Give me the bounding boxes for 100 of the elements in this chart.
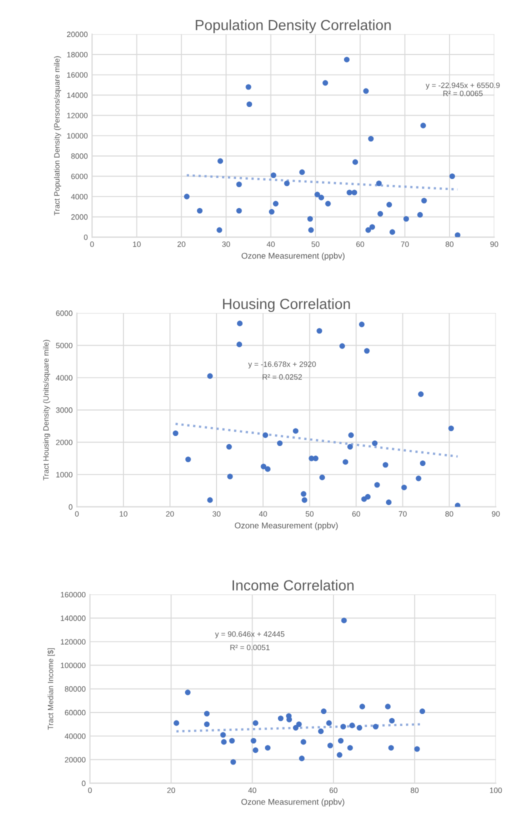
- point: [268, 209, 274, 215]
- x-axis-title: Ozone Measurement (ppbv): [241, 798, 344, 806]
- point: [184, 690, 191, 696]
- point: [207, 373, 213, 379]
- point: [292, 725, 298, 731]
- point: [340, 724, 346, 730]
- point: [336, 752, 342, 758]
- point: [320, 708, 327, 714]
- point: [372, 440, 378, 446]
- point: [227, 474, 233, 480]
- point: [250, 738, 256, 744]
- x-axis-title: Ozone Measurement (ppbv): [242, 252, 345, 260]
- point: [318, 194, 324, 200]
- point: [352, 190, 358, 196]
- point: [296, 721, 302, 728]
- point: [236, 182, 242, 188]
- point: [374, 482, 380, 488]
- point: [300, 491, 306, 497]
- point: [325, 200, 331, 206]
- point: [352, 159, 358, 165]
- point: [417, 212, 423, 218]
- point: [185, 456, 191, 462]
- point: [358, 322, 365, 328]
- point: [421, 198, 427, 204]
- point: [264, 745, 270, 751]
- point: [318, 728, 324, 734]
- point: [204, 710, 210, 716]
- point: [360, 704, 366, 710]
- point: [356, 725, 362, 731]
- point: [322, 80, 328, 86]
- point: [420, 460, 426, 466]
- point: [454, 502, 460, 507]
- point: [390, 229, 396, 235]
- point: [449, 173, 456, 180]
- point: [382, 462, 388, 468]
- point: [376, 180, 382, 186]
- chart-title: Housing Correlation: [223, 298, 350, 312]
- point: [348, 432, 354, 438]
- point: [369, 224, 376, 230]
- point: [284, 180, 290, 186]
- x-axis-title: Ozone Measurement (ppbv): [234, 522, 338, 530]
- chart-title: Population Density Correlation: [196, 20, 391, 34]
- point: [349, 722, 355, 728]
- point: [196, 208, 203, 214]
- point: [272, 200, 278, 206]
- point: [221, 739, 227, 745]
- point: [278, 716, 284, 722]
- point: [252, 747, 258, 753]
- point: [237, 320, 243, 326]
- point: [347, 745, 353, 751]
- point: [319, 474, 325, 480]
- point: [292, 428, 298, 434]
- point: [386, 500, 392, 506]
- point: [326, 720, 332, 726]
- point: [420, 122, 426, 128]
- point: [363, 88, 369, 94]
- point: [386, 202, 392, 208]
- point: [347, 444, 353, 450]
- point: [401, 484, 407, 490]
- point: [418, 391, 424, 397]
- point: [338, 738, 344, 744]
- point: [299, 756, 305, 762]
- point: [416, 476, 422, 482]
- point: [365, 227, 371, 233]
- point: [204, 721, 210, 728]
- point: [230, 759, 236, 765]
- point: [236, 208, 242, 214]
- point: [260, 464, 266, 470]
- point: [264, 466, 270, 472]
- point: [174, 720, 180, 726]
- point: [372, 724, 378, 730]
- point: [252, 720, 258, 726]
- point: [218, 158, 224, 164]
- point: [368, 136, 374, 142]
- point: [246, 101, 252, 108]
- point: [300, 739, 306, 745]
- point: [388, 745, 394, 751]
- point: [302, 497, 308, 503]
- point: [307, 216, 313, 222]
- point: [385, 704, 391, 710]
- point: [308, 227, 314, 233]
- point: [316, 328, 322, 334]
- point: [327, 742, 333, 748]
- point: [277, 440, 283, 446]
- point: [172, 430, 178, 436]
- point: [342, 459, 348, 465]
- point: [339, 343, 345, 349]
- point: [365, 494, 371, 500]
- point: [389, 718, 395, 724]
- point: [207, 497, 213, 503]
- point: [364, 348, 370, 354]
- point: [226, 444, 232, 450]
- point: [262, 432, 268, 438]
- point: [344, 56, 350, 62]
- point: [378, 211, 384, 217]
- point: [236, 342, 242, 348]
- point: [420, 708, 426, 714]
- point: [216, 227, 222, 233]
- point: [314, 192, 320, 198]
- chart-title: Income Correlation: [232, 580, 354, 590]
